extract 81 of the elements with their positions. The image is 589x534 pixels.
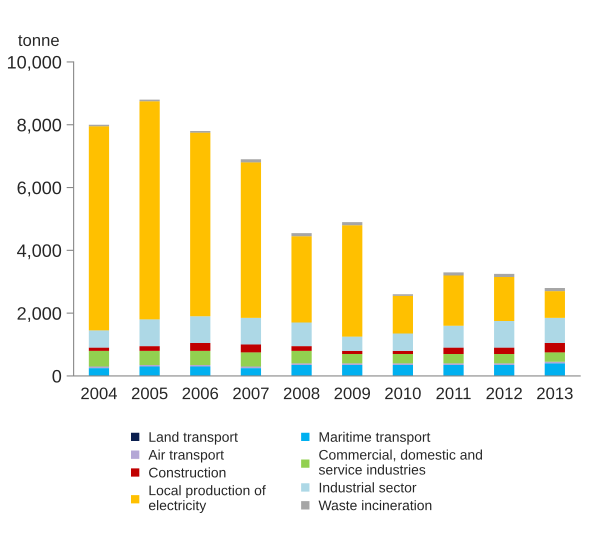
bar [443,348,464,354]
bar [190,350,210,365]
bar [88,350,110,367]
x-tick-label: 2013 [537,387,573,400]
bar [88,126,110,330]
x-tick-label: 2005 [132,387,168,400]
bar [88,330,110,348]
bar [88,348,110,351]
bar [240,368,262,376]
x-tick-label: 2012 [486,387,522,400]
bar [190,342,210,351]
bar [392,354,414,364]
bar [240,318,262,345]
x-tick-label: 2004 [81,387,118,400]
bar [190,366,210,376]
y-axis-title: tonne [18,35,59,46]
legend-label: Maritime transport [320,432,430,445]
bar [240,159,262,162]
bar [544,342,565,352]
bar [240,344,262,352]
y-tick-label: 8,000 [17,118,62,134]
bar [342,364,362,376]
bar [443,354,464,364]
legend-label: Industrial sector [320,482,416,492]
bar [342,225,362,337]
y-tick-label: 2,000 [18,307,62,322]
y-tick-label: 4,000 [17,244,62,260]
legend-label: Air transport [148,450,224,462]
bar [342,350,362,354]
bar [443,272,464,276]
bar [392,334,414,351]
x-tick-label: 2011 [436,387,471,400]
bar [139,346,160,351]
bar [291,236,312,323]
bar [494,364,514,376]
bar [291,233,312,236]
bar [443,326,464,348]
bar [240,162,262,318]
legend-label: Commercial, domestic and service industries [318,450,482,475]
y-tick-label: 0 [52,370,62,383]
bar [494,320,514,348]
bar [443,275,464,326]
bar [240,352,262,367]
bar [494,277,514,321]
x-tick-label: 2007 [233,387,269,400]
bar [88,368,110,376]
y-tick-label: 6,000 [18,181,62,196]
bar [139,101,160,320]
bar [544,352,565,362]
bar [392,364,414,376]
bar [291,346,312,351]
bar [392,350,414,354]
bar [392,296,414,334]
bar [342,354,362,364]
y-tick-label: 10,000 [8,56,62,71]
bar [342,336,362,351]
bar [190,316,210,343]
bar [291,350,312,364]
bar [190,132,210,316]
bar [443,364,464,376]
bar [544,288,565,292]
bar [139,366,160,376]
bar [494,348,514,354]
bar [494,354,514,364]
legend-label: Waste incineration [318,500,432,510]
legend-label: Land transport [149,432,238,445]
x-tick-label: 2006 [182,387,218,400]
legend-label: Construction [149,467,226,478]
bar [291,322,312,346]
bar [544,291,565,318]
x-tick-label: 2008 [284,387,320,400]
bar [342,222,362,226]
bar [544,318,565,343]
legend-label: Local production of electricity [148,485,266,514]
x-tick-label: 2010 [385,387,421,400]
x-tick-label: 2009 [334,387,370,400]
bar [544,363,565,376]
bar [139,350,160,365]
bar [291,364,312,376]
bar [494,274,514,278]
bar [139,319,160,346]
